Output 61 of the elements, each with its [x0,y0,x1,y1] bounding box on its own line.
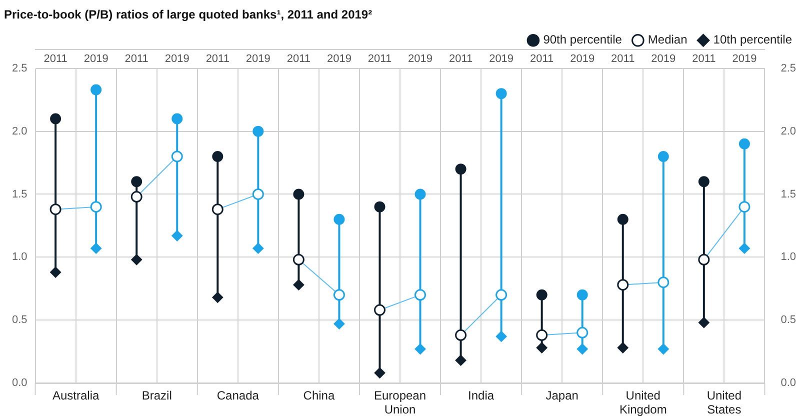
x-tick-label: 2011 [368,53,392,66]
point [698,254,710,266]
point [414,289,426,301]
y-tick-label: 0.0 [12,377,28,390]
point [333,289,345,301]
x-tick-label: 2019 [246,53,270,66]
point [536,329,548,341]
text: United Kingdom [619,388,667,416]
chart-title: Price-to-book (P/B) ratios of large quoted banks¹, 2011 and 2019² [4,8,372,22]
y2-tick-label: 0.0 [780,377,796,390]
x-tick-label: 2011 [44,53,68,66]
y2-tick-label: 2.5 [780,62,796,74]
text: Japan [546,388,578,402]
point [130,191,142,203]
x-tick-label: 2011 [206,53,230,66]
text: India [468,388,494,402]
text: United States [706,388,742,416]
y2-tick-label: 2.0 [780,125,796,138]
text: Australia [52,388,100,402]
text: European Union [374,388,426,416]
y-tick-label: 1.5 [12,188,28,200]
y2-tick-label: 0.5 [780,314,796,326]
point [212,204,224,216]
x-tick-label: 2019 [408,53,433,66]
x-tick-label: 2011 [448,53,473,66]
x-tick-label: 2019 [326,53,352,66]
x-tick-label: 2019 [651,53,676,66]
legend-label: Median [648,32,688,47]
point [374,304,386,316]
point [252,188,264,200]
x-tick-label: 2019 [164,53,190,66]
y-tick-label: 2.0 [12,125,28,138]
x-tick-label: 2019 [489,53,514,66]
point [738,201,750,213]
point [496,289,508,301]
x-tick-label: 2011 [286,53,311,66]
y2-tick-label: 1.0 [780,251,796,264]
y-tick-label: 2.5 [12,62,28,74]
x-tick-label: 2011 [124,53,148,66]
point [50,204,62,216]
legend-label: 10th percentile [713,32,792,47]
point [292,254,304,266]
text: Brazil [142,388,172,402]
y-tick-label: 0.5 [12,314,28,326]
x-tick-label: 2019 [84,53,108,66]
x-tick-label: 2019 [732,53,757,66]
legend-label: 90th percentile [543,32,622,47]
point [171,150,183,162]
x-tick-label: 2011 [692,53,716,66]
point [617,279,629,291]
y2-tick-label: 1.5 [780,188,796,200]
y-tick-label: 1.0 [12,251,28,264]
point [658,276,670,288]
point [576,326,588,338]
text: China [303,388,335,402]
point [455,329,467,341]
text: Canada [216,388,260,402]
x-tick-label: 2011 [611,53,635,66]
point [90,201,102,213]
x-tick-label: 2019 [570,53,595,66]
x-tick-label: 2011 [530,53,554,66]
